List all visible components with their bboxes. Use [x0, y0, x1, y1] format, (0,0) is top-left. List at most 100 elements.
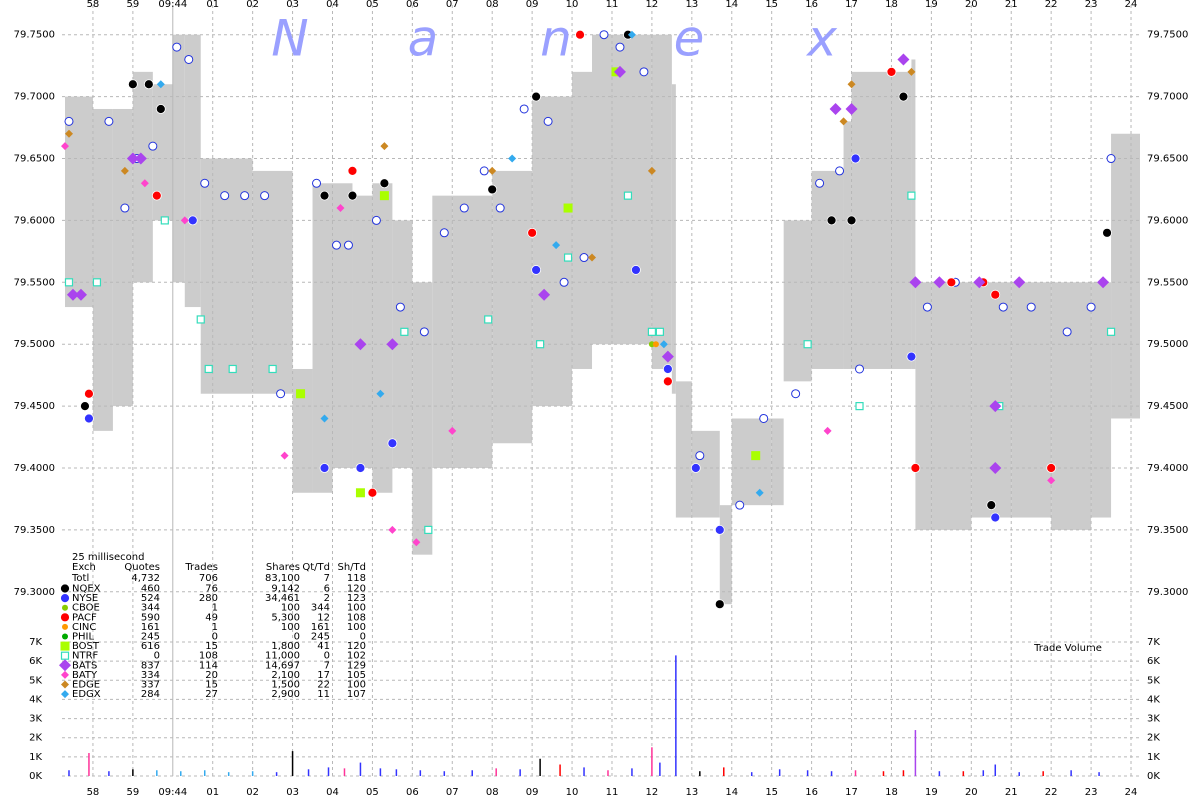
quote-marker — [835, 166, 845, 176]
x-tick-label: 59 — [127, 0, 140, 10]
legend-label: PACF — [72, 612, 97, 623]
volume-bar — [631, 768, 633, 776]
table-cell: 1,500 — [271, 680, 300, 691]
trade-marker — [946, 277, 957, 288]
legend-marker — [61, 680, 69, 689]
x-tick-label: 13 — [685, 787, 698, 798]
quote-marker — [120, 203, 130, 213]
x-tick-label: 09:44 — [158, 787, 187, 798]
x-tick-label: 11 — [606, 787, 619, 798]
x-tick-label: 06 — [406, 787, 419, 798]
trade-marker — [367, 487, 378, 498]
trade-marker — [990, 512, 1001, 523]
x-tick-label: 19 — [925, 0, 938, 10]
trade-marker — [151, 190, 162, 201]
trade-marker — [910, 463, 921, 473]
volume-bar — [675, 655, 677, 776]
quote-marker — [519, 104, 529, 114]
volume-bar — [471, 770, 473, 776]
spread-band — [572, 71, 593, 369]
legend-marker — [62, 633, 68, 640]
table-cell: 7 — [324, 660, 330, 671]
x-tick-label: 59 — [127, 787, 140, 798]
table-cell: 100 — [281, 603, 300, 614]
x-tick-label: 58 — [87, 787, 100, 798]
quote-marker — [599, 30, 609, 40]
volume-bar — [559, 764, 561, 776]
table-cell: 9,142 — [271, 584, 300, 595]
y-tick-label: 79.4000 — [1147, 463, 1188, 474]
volume-bar — [699, 771, 701, 776]
table-cell: 123 — [347, 593, 366, 604]
trade-marker — [1097, 276, 1110, 289]
y-tick-label: 79.6000 — [1147, 215, 1188, 226]
table-cell: 0 — [294, 632, 300, 643]
trade-marker — [973, 276, 986, 289]
y2-tick-label: 4K — [1147, 694, 1160, 705]
spread-band — [392, 220, 413, 469]
spread-band — [971, 282, 1012, 518]
trade-marker — [659, 340, 668, 349]
y-tick-label: 79.6500 — [1147, 154, 1188, 165]
table-header: Sh/Td — [337, 562, 366, 573]
spread-band — [92, 108, 113, 431]
y-tick-label: 79.4000 — [14, 463, 55, 474]
trade-marker — [989, 400, 1002, 413]
trade-marker — [508, 154, 517, 163]
table-cell: 11,000 — [265, 651, 300, 662]
x-tick-label: 19 — [925, 787, 938, 798]
trade-marker — [379, 178, 390, 189]
table-cell: 15 — [205, 641, 218, 652]
trade-marker — [64, 278, 74, 287]
volume-bar — [723, 767, 725, 776]
table-cell: 108 — [199, 651, 218, 662]
trade-marker — [155, 104, 166, 114]
trade-marker — [751, 451, 761, 461]
table-cell: 100 — [347, 603, 366, 614]
y2-tick-label: 3K — [29, 714, 42, 725]
y2-tick-label: 5K — [1147, 675, 1160, 686]
table-cell: 0 — [324, 651, 330, 662]
spread-band — [611, 34, 652, 345]
trade-marker — [64, 129, 73, 138]
table-cell: 590 — [141, 612, 160, 623]
y-tick-label: 79.5000 — [1147, 339, 1188, 350]
trade-marker — [647, 327, 657, 336]
spread-band — [691, 430, 720, 518]
legend-marker — [61, 690, 69, 699]
trade-marker — [652, 341, 659, 348]
quote-marker — [172, 42, 182, 52]
volume-bar — [180, 771, 182, 776]
trade-marker — [320, 414, 329, 423]
table-cell: 7 — [324, 573, 330, 584]
trade-marker — [907, 191, 916, 200]
x-tick-label: 12 — [646, 787, 659, 798]
spread-band — [671, 84, 676, 394]
y2-tick-label: 7K — [1147, 637, 1160, 648]
table-cell: 344 — [311, 603, 330, 614]
volume-bar — [1018, 772, 1020, 776]
legend-marker — [59, 659, 71, 672]
trade-marker — [897, 53, 910, 66]
volume-bar — [251, 771, 254, 776]
y-tick-label: 79.3000 — [14, 587, 55, 598]
spread-band — [132, 71, 153, 283]
table-cell: 344 — [141, 603, 160, 614]
x-tick-label: 20 — [965, 787, 978, 798]
spread-band — [64, 96, 93, 308]
quote-marker — [343, 240, 353, 250]
trade-marker — [846, 215, 857, 226]
spread-band — [719, 505, 732, 605]
trade-marker — [134, 152, 147, 165]
table-header: Trades — [184, 562, 218, 573]
quote-marker — [64, 116, 74, 126]
spread-band — [592, 34, 612, 345]
volume-bar — [395, 769, 398, 776]
y2-tick-label: 2K — [1147, 733, 1160, 744]
x-tick-label: 23 — [1085, 787, 1098, 798]
table-cell: 107 — [347, 689, 366, 700]
spread-band — [432, 195, 453, 469]
quote-marker — [815, 178, 825, 188]
trade-marker — [388, 525, 397, 534]
legend-label: BATY — [72, 670, 98, 681]
